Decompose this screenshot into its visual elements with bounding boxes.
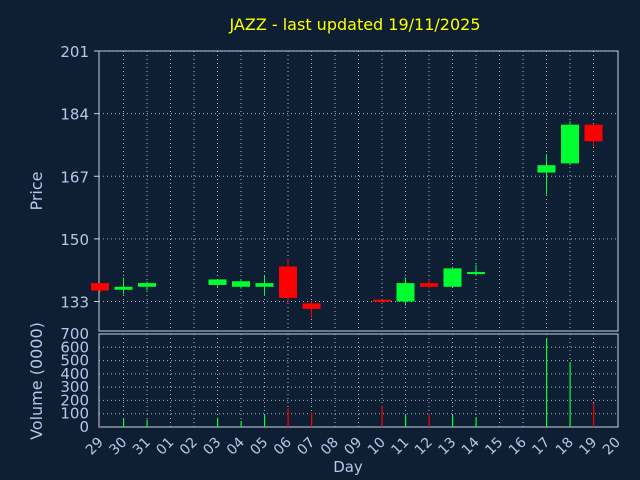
x-tick-label: 09 xyxy=(341,435,365,459)
candle-body xyxy=(232,281,250,287)
candle-body xyxy=(114,286,133,290)
x-tick-label: 18 xyxy=(553,435,577,459)
chart-title: JAZZ - last updated 19/11/2025 xyxy=(228,15,480,34)
candle-body xyxy=(420,283,438,287)
volume-bar xyxy=(264,414,266,427)
candles xyxy=(91,121,603,319)
candle-body xyxy=(396,283,415,302)
candle-body xyxy=(584,124,603,142)
x-tick-label: 12 xyxy=(412,435,436,459)
volume-bar xyxy=(99,425,101,427)
x-tick-label: 17 xyxy=(529,435,553,459)
x-tick-label: 16 xyxy=(506,434,530,458)
x-tick-label: 30 xyxy=(106,435,130,459)
x-tick-label: 08 xyxy=(318,435,342,459)
volume-bar xyxy=(593,403,595,427)
x-tick-label: 31 xyxy=(130,435,154,459)
price-tick-label: 184 xyxy=(60,106,89,124)
candle-body xyxy=(443,268,462,287)
candle-body xyxy=(467,272,485,275)
volume-bar xyxy=(287,408,289,427)
volume-bar xyxy=(311,412,313,427)
x-tick-label: 11 xyxy=(388,435,412,459)
volume-bar xyxy=(381,405,383,427)
x-tick-label: 29 xyxy=(83,435,107,459)
volume-tick-label: 600 xyxy=(60,338,89,356)
volume-tick-label: 100 xyxy=(60,405,89,423)
volume-bar xyxy=(123,419,125,427)
volume-bar xyxy=(240,421,242,427)
x-tick-label: 03 xyxy=(200,435,224,459)
x-tick-label: 06 xyxy=(271,434,295,458)
x-tick-label: 05 xyxy=(247,435,271,459)
candle-body xyxy=(561,124,579,164)
x-tick-label: 20 xyxy=(600,435,624,459)
volume-bar xyxy=(405,414,407,427)
x-tick-label: 15 xyxy=(482,435,506,459)
candle-body xyxy=(302,303,321,309)
volume-tick-label: 300 xyxy=(60,378,89,396)
candle-body xyxy=(537,165,556,173)
candle-body xyxy=(91,283,109,291)
x-tick-label: 02 xyxy=(177,435,201,459)
volume-bar xyxy=(146,419,148,427)
volume-tick-label: 500 xyxy=(60,352,89,370)
price-tick-label: 201 xyxy=(60,43,89,61)
price-axis-label: Price xyxy=(27,171,46,210)
volume-bar xyxy=(217,417,219,427)
volume-tick-label: 200 xyxy=(60,391,89,409)
volume-bars xyxy=(99,337,595,427)
price-tick-label: 150 xyxy=(60,231,89,249)
volume-bar xyxy=(475,417,477,427)
x-tick-label: 07 xyxy=(294,435,318,459)
volume-bar xyxy=(452,415,454,427)
candle-body xyxy=(208,279,227,285)
candle-body xyxy=(138,283,156,287)
volume-bar xyxy=(546,337,548,427)
volume-panel-frame xyxy=(98,333,619,428)
price-tick-label: 167 xyxy=(60,168,89,186)
x-axis-label: Day xyxy=(333,458,363,476)
candle-body xyxy=(255,283,274,287)
price-grid xyxy=(99,50,618,331)
volume-tick-label: 400 xyxy=(60,365,89,383)
volume-bar xyxy=(428,413,430,427)
volume-grid xyxy=(99,334,618,427)
x-tick-labels: 29 30 31 01 02 03 04 05 06 07 08 09 10 11 12 13 14 15 16 17… xyxy=(83,434,624,458)
price-y-ticks: 201 184 167 150 133 xyxy=(60,43,99,312)
price-tick-label: 133 xyxy=(60,294,89,312)
volume-tick-label: 700 xyxy=(60,325,89,343)
volume-axis-label: Volume (0000) xyxy=(27,322,46,440)
x-tick-label: 04 xyxy=(224,434,248,458)
x-tick-label: 13 xyxy=(435,435,459,459)
price-panel: 201 184 167 150 133 Price xyxy=(27,43,619,332)
x-tick-label: 14 xyxy=(459,434,483,458)
volume-bar xyxy=(569,361,571,427)
x-tick-label: 19 xyxy=(576,435,600,459)
volume-tick-label: 0 xyxy=(79,418,89,436)
candle-body xyxy=(279,266,297,298)
x-tick-label: 01 xyxy=(153,435,177,459)
x-tick-label: 10 xyxy=(365,435,389,459)
candle-body xyxy=(373,299,391,302)
